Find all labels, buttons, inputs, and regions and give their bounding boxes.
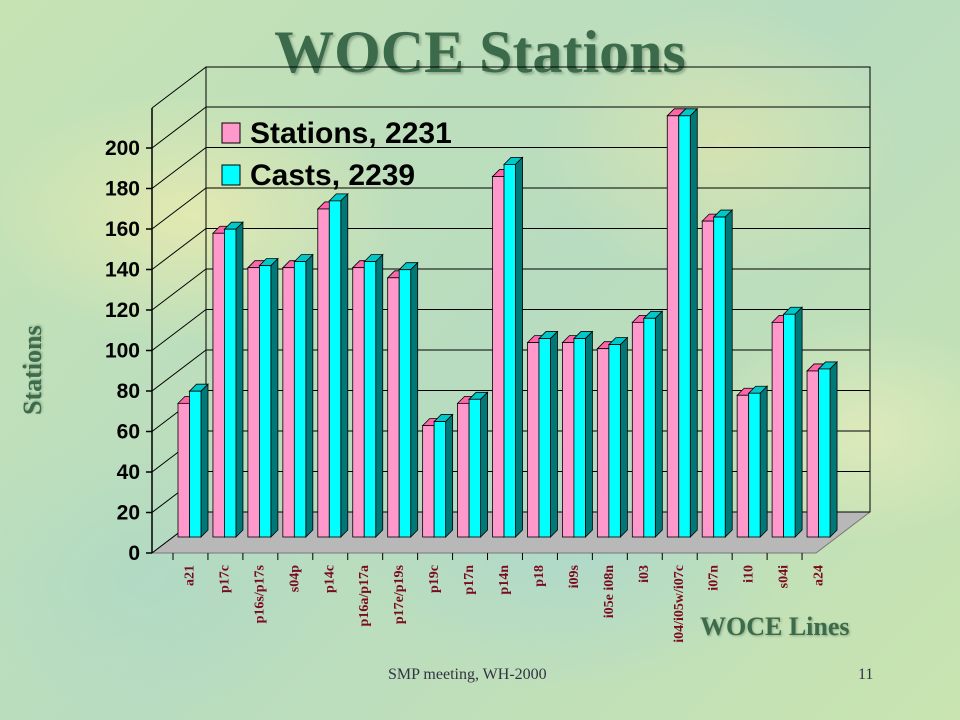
bar-casts	[782, 306, 804, 538]
legend-swatch	[221, 164, 241, 186]
y-tick-label: 180	[105, 178, 140, 201]
bar-casts	[398, 261, 419, 538]
y-tick-label: 40	[117, 461, 140, 484]
bar-casts	[293, 253, 314, 538]
y-tick-label: 120	[105, 299, 140, 322]
category-label: i09s	[567, 564, 582, 588]
category-label: a24	[812, 565, 827, 586]
bar-casts	[712, 209, 734, 538]
category-label: p17n	[462, 565, 477, 595]
bar-casts	[572, 330, 594, 538]
category-label: a21	[183, 565, 198, 586]
category-label: p17e/p19s	[392, 564, 407, 624]
y-tick-label: 200	[105, 137, 140, 160]
bar-casts	[258, 257, 279, 538]
legend-box: Stations, 2231 Casts, 2239	[221, 117, 452, 192]
category-label: p16s/p17s	[252, 564, 267, 623]
bar-casts	[468, 391, 489, 538]
x-axis-label: WOCE Lines	[700, 612, 850, 641]
gridline-side	[151, 106, 207, 149]
y-tick-label: 100	[105, 340, 140, 363]
category-label: i04/i05w/i07c	[672, 565, 687, 643]
gridline-side	[151, 187, 207, 230]
bar-casts	[328, 192, 349, 538]
category-label: i10	[742, 565, 757, 583]
category-label: p16a/p17a	[357, 565, 372, 626]
gridline-side	[151, 268, 207, 311]
gridline-side	[151, 228, 207, 270]
bar-casts	[607, 336, 629, 538]
legend-entry: Stations, 2231	[250, 117, 452, 150]
bar-casts	[223, 221, 244, 538]
x-axis-categories: a21 p17c p16s/p17s s04p p14c p16a/p17a p17e/p1…	[172, 553, 827, 643]
chart-legend: Stations, 2231 Casts, 2239	[221, 117, 452, 192]
bar-casts	[677, 107, 699, 538]
bar-casts	[747, 385, 769, 538]
y-axis-label: Stations	[18, 325, 47, 415]
category-label: p17c	[217, 565, 232, 593]
legend-entry: Casts, 2239	[250, 159, 415, 192]
category-label: p19c	[427, 565, 442, 593]
slide-number: 11	[858, 666, 874, 683]
bar-casts	[642, 310, 664, 538]
bar-casts	[538, 330, 559, 538]
bar-casts	[503, 156, 524, 538]
chart-bars	[177, 107, 839, 538]
category-label: i03	[637, 565, 652, 583]
gridline-side	[151, 309, 207, 351]
y-tick-label: 160	[105, 218, 140, 241]
category-label: p14c	[322, 565, 337, 593]
footer-text: SMP meeting, WH-2000	[388, 666, 547, 683]
y-axis-ticks: 0 20 40 60 80 100 120 140 160 180 200	[105, 137, 140, 565]
bar-casts	[433, 413, 454, 538]
bar-casts	[188, 383, 209, 538]
category-label: p14n	[497, 565, 512, 595]
category-label: i05e i08n	[602, 565, 617, 618]
category-label: p18	[532, 565, 547, 587]
gridline-side	[151, 349, 207, 392]
y-tick-label: 60	[117, 421, 140, 444]
bar-casts	[363, 253, 384, 538]
y-tick-label: 20	[117, 502, 140, 525]
category-label: s04i	[777, 565, 792, 588]
y-tick-label: 0	[128, 542, 140, 565]
y-tick-label: 80	[117, 380, 140, 403]
y-tick-label: 140	[105, 259, 140, 282]
category-label: i07n	[707, 565, 722, 591]
category-label: s04p	[287, 565, 302, 592]
bar-casts	[817, 360, 839, 538]
slide-title: WOCE Stations	[274, 19, 686, 85]
gridline-side	[151, 147, 207, 189]
legend-swatch	[221, 122, 241, 144]
side-wall-top	[151, 66, 207, 109]
